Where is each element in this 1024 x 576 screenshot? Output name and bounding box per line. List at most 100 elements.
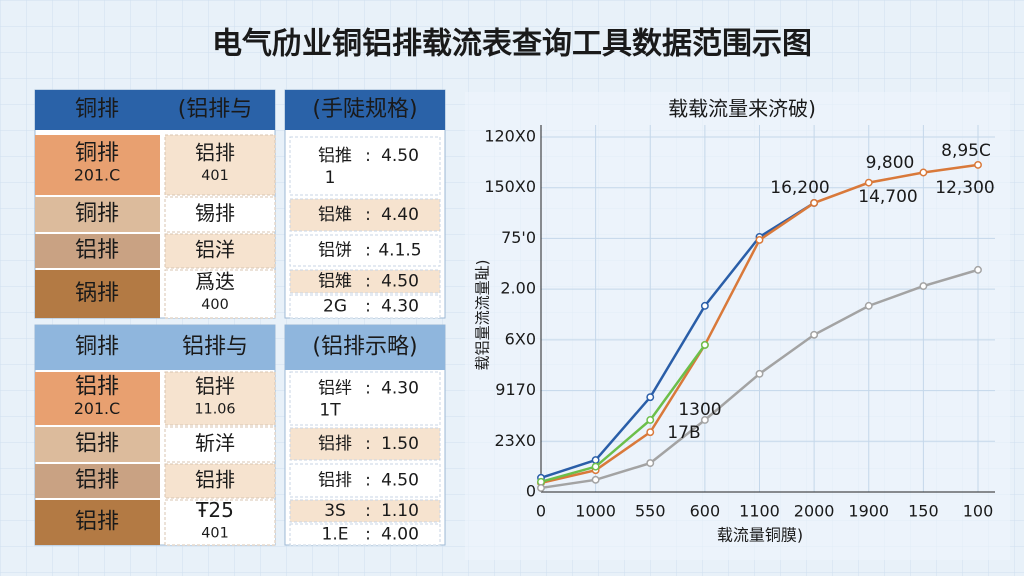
cell-text: Ŧ25 [195, 498, 234, 522]
annotation: 1300 [678, 400, 721, 420]
cell-text: 3S [324, 501, 346, 521]
point [810, 198, 819, 207]
cell-text: 401 [201, 526, 228, 542]
cell [35, 500, 160, 545]
cell [164, 134, 276, 196]
cell-text: 1.50 [381, 434, 419, 454]
cell [289, 523, 441, 546]
cell-text: 201.C [74, 399, 120, 418]
cell-text: 401 [201, 168, 228, 184]
cell-text: 4.50 [381, 272, 419, 292]
point [974, 265, 982, 274]
cell [289, 294, 441, 319]
cell-text: 铝排 [195, 468, 235, 492]
cell [35, 234, 160, 268]
point [646, 459, 655, 468]
cell [289, 136, 441, 196]
cell-text: 2G [323, 297, 347, 317]
annotation: 14,700 [858, 187, 917, 207]
x-tick-label: 600 [690, 502, 721, 521]
cell-text: 4.50 [381, 146, 419, 166]
header-text: (铝排示略) [312, 335, 417, 360]
cell-text: 铝排 [75, 375, 119, 400]
point [646, 393, 655, 402]
cell [35, 197, 160, 232]
x-tick-label: 1900 [848, 502, 889, 521]
x-tick-label: 0 [536, 502, 546, 521]
y-axis-label: 载铝量流流量耻) [474, 260, 492, 371]
y-tick-label: 75'0 [501, 228, 536, 247]
point [646, 428, 655, 437]
cell-text: : [365, 379, 371, 399]
cell-text: 铝排 [318, 471, 352, 491]
y-tick-label: 9170 [495, 380, 536, 399]
point [755, 236, 764, 244]
cell [35, 372, 160, 425]
cell [289, 234, 441, 267]
cell-text: 400 [201, 297, 228, 313]
cell [164, 426, 276, 463]
cell-text: 斩洋 [195, 431, 235, 455]
cell [35, 135, 160, 195]
point [919, 168, 928, 177]
point [646, 416, 655, 424]
point [591, 475, 600, 484]
cell-text: 铝洋 [195, 238, 235, 262]
cell-text: 铝排 [75, 468, 119, 493]
cell-text: 1T [319, 401, 341, 421]
cell-text: 锅排 [75, 281, 119, 306]
cell-text: : [365, 241, 371, 261]
y-tick-label: 6X0 [505, 329, 536, 348]
header-text: 铝排与 [182, 335, 248, 360]
cell [164, 499, 276, 546]
cell [164, 371, 276, 426]
cell-text: : [365, 146, 371, 166]
y-tick-label: 150X0 [484, 177, 536, 196]
chart-title: 载载流量来济破) [668, 97, 816, 121]
point [591, 456, 600, 464]
table-header [285, 325, 445, 370]
chart-panel [465, 92, 1010, 560]
cell [35, 427, 160, 462]
cell-text: 锡排 [195, 201, 235, 225]
y-tick-label: 0 [526, 482, 536, 501]
cell [35, 270, 160, 318]
cell-text: : [365, 434, 371, 454]
point [700, 301, 709, 310]
y-tick-label: 2.00 [500, 279, 536, 298]
cell-text: 铝排 [318, 434, 352, 454]
cell-text: 1.E [322, 525, 349, 545]
cell-text: : [365, 501, 371, 521]
cell-text: 铜排 [75, 141, 119, 166]
x-tick-label: 1000 [575, 502, 616, 521]
cell-text: : [365, 205, 371, 225]
point [864, 178, 873, 187]
header-text: 铜排 [75, 97, 119, 122]
cell [289, 427, 441, 461]
x-axis-label: 载流量铜膜) [717, 526, 803, 545]
cell-text: : [365, 272, 371, 292]
x-tick-label: 550 [635, 502, 666, 521]
point [919, 282, 928, 291]
cell [164, 196, 276, 233]
cell-text: 201.C [74, 166, 120, 185]
cell-text: 铝饼 [318, 241, 352, 261]
series-line [540, 201, 815, 479]
cell [289, 499, 441, 523]
cell-text: 铝拌 [195, 374, 235, 398]
cell-text: 4.50 [381, 471, 419, 491]
point [974, 160, 982, 169]
page-title: 电气劤业铜铝排载流表查询工具数据范围示图 [212, 27, 812, 62]
cell-text: 铝排 [75, 238, 119, 263]
point [864, 301, 873, 310]
annotation: 9,800 [866, 153, 915, 173]
annotation: 16,200 [770, 178, 829, 198]
x-tick-label: 1100 [739, 502, 780, 521]
cell-text: 铝排 [195, 141, 235, 165]
cell-text: 铝推 [318, 146, 352, 166]
point [591, 462, 600, 471]
annotation: 17B [667, 423, 700, 443]
table-header [35, 325, 275, 370]
point [810, 330, 819, 339]
